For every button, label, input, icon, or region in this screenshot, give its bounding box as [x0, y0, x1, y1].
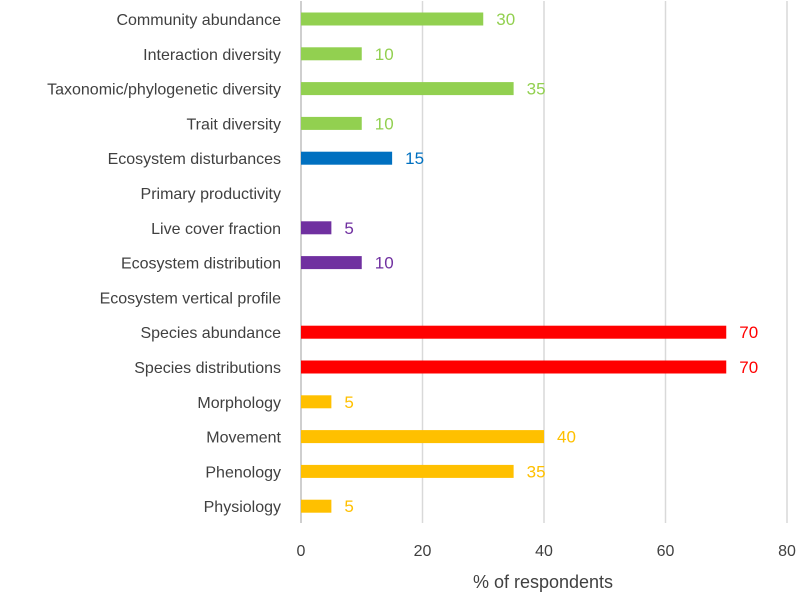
bars — [301, 12, 727, 513]
category-label: Movement — [206, 430, 281, 447]
data-label: 5 — [344, 497, 353, 516]
category-label: Morphology — [197, 395, 281, 412]
data-label: 35 — [527, 462, 546, 481]
category-label: Live cover fraction — [151, 221, 281, 238]
data-label: 5 — [344, 219, 353, 238]
bar — [301, 12, 484, 26]
category-label: Taxonomic/phylogenetic diversity — [47, 82, 281, 99]
bar — [301, 395, 332, 409]
x-axis-title: % of respondents — [473, 572, 613, 592]
data-label: 10 — [375, 114, 394, 133]
data-label: 70 — [739, 358, 758, 377]
data-label: 15 — [405, 149, 424, 168]
data-label: 10 — [375, 45, 394, 64]
category-label: Physiology — [204, 499, 281, 516]
bar — [301, 256, 362, 270]
bar — [301, 430, 544, 444]
category-label: Species distributions — [134, 360, 281, 377]
category-label: Species abundance — [140, 325, 281, 342]
bar — [301, 499, 332, 513]
category-label: Ecosystem vertical profile — [100, 290, 281, 307]
value-labels: 30 10 35 10 15 5 10 70 70 5 40 35 5 — [344, 10, 758, 516]
x-tick-label: 0 — [297, 543, 306, 560]
category-label: Ecosystem distribution — [121, 256, 281, 273]
bar — [301, 221, 332, 235]
data-label: 5 — [344, 393, 353, 412]
category-label: Community abundance — [116, 12, 281, 29]
bar — [301, 47, 362, 61]
data-label: 35 — [527, 80, 546, 99]
category-label: Phenology — [205, 464, 281, 481]
category-label: Ecosystem disturbances — [108, 151, 281, 168]
x-tick-label: 80 — [778, 543, 796, 560]
bar — [301, 116, 362, 130]
bar — [301, 464, 514, 478]
bar — [301, 360, 727, 374]
data-label: 70 — [739, 323, 758, 342]
category-label: Trait diversity — [186, 116, 281, 133]
x-tick-label: 60 — [657, 543, 675, 560]
data-label: 10 — [375, 254, 394, 273]
category-labels: Community abundance Interaction diversity… — [47, 12, 281, 516]
data-label: 40 — [557, 428, 576, 447]
category-label: Primary productivity — [141, 186, 281, 203]
x-tick-labels: 0 20 40 60 80 — [297, 543, 796, 560]
bar — [301, 325, 727, 339]
category-label: Interaction diversity — [143, 47, 281, 64]
bar — [301, 82, 514, 96]
x-tick-label: 20 — [414, 543, 432, 560]
data-label: 30 — [496, 10, 515, 29]
bar — [301, 151, 393, 165]
x-tick-label: 40 — [535, 543, 553, 560]
